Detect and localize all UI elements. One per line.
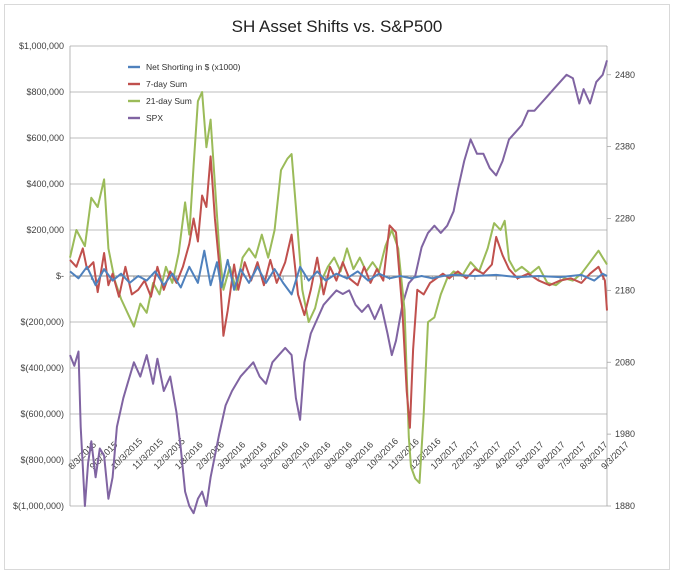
series-line-net-shorting-in-x1000 — [69, 249, 608, 296]
right-tick-label: 2080 — [615, 357, 635, 367]
legend-label: 21-day Sum — [146, 96, 192, 106]
series-line-7-day-sum — [69, 155, 608, 429]
left-tick-label: $800,000 — [26, 87, 64, 97]
chart-title: SH Asset Shifts vs. S&P500 — [232, 17, 443, 36]
series-layer — [69, 60, 608, 515]
left-tick-label: $200,000 — [26, 225, 64, 235]
right-tick-label: 1980 — [615, 429, 635, 439]
legend: Net Shorting in $ (x1000) 7-day Sum 21-day… — [128, 62, 241, 123]
right-tick-label: 1880 — [615, 501, 635, 511]
right-tick-label: 2280 — [615, 214, 635, 224]
left-tick-label: $(200,000) — [20, 317, 64, 327]
left-tick-label: $600,000 — [26, 133, 64, 143]
left-tick-label: $400,000 — [26, 179, 64, 189]
legend-label: SPX — [146, 113, 163, 123]
series-line-21-day-sum — [69, 91, 608, 484]
left-axis: $1,000,000 $800,000 $600,000 $400,000 $200,0… — [13, 41, 64, 511]
right-tick-label: 2380 — [615, 142, 635, 152]
legend-label: Net Shorting in $ (x1000) — [146, 62, 241, 72]
left-tick-label: $(400,000) — [20, 363, 64, 373]
chart-frame — [4, 4, 670, 570]
left-tick-label: $- — [56, 271, 64, 281]
series-line-spx — [69, 60, 608, 515]
right-tick-label: 2480 — [615, 70, 635, 80]
left-tick-label: $(800,000) — [20, 455, 64, 465]
right-tick-label: 2180 — [615, 285, 635, 295]
left-tick-label: $1,000,000 — [19, 41, 64, 51]
left-tick-label: $(1,000,000) — [13, 501, 64, 511]
right-axis: 2480 2380 2280 2180 2080 1980 1880 — [607, 70, 635, 511]
legend-label: 7-day Sum — [146, 79, 187, 89]
left-tick-label: $(600,000) — [20, 409, 64, 419]
